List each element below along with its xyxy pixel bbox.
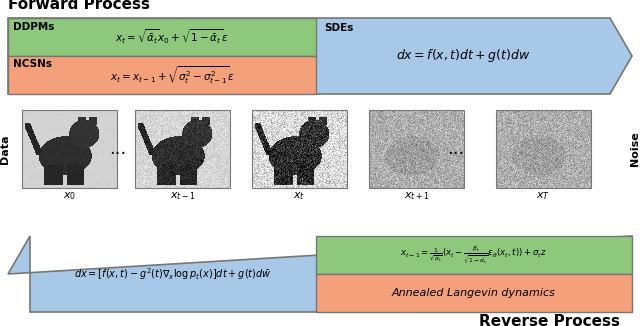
Text: $dx = [f(x,t) - g^2(t)\nabla_x \log p_t(x)]dt + g(t)d\bar{w}$: $dx = [f(x,t) - g^2(t)\nabla_x \log p_t(… [74,266,272,282]
Text: $x_t = x_{t-1} + \sqrt{\sigma_t^2 - \sigma_{t-1}^2}\epsilon$: $x_t = x_{t-1} + \sqrt{\sigma_t^2 - \sig… [109,64,234,86]
Text: NCSNs: NCSNs [13,59,52,69]
Bar [496,110,591,188]
Bar [135,110,230,188]
Text: $x_{t+1}$: $x_{t+1}$ [404,190,429,202]
Bar [316,274,632,312]
Text: Annealed Langevin dynamics: Annealed Langevin dynamics [392,288,556,298]
Text: ...: ... [447,140,465,158]
Text: $x_{t-1}$: $x_{t-1}$ [170,190,195,202]
Bar [8,56,316,94]
Text: $x_t$: $x_t$ [293,190,305,202]
Text: Noise: Noise [630,132,640,166]
Text: Data: Data [0,134,10,164]
Bar [316,236,632,274]
Text: Forward Process: Forward Process [8,0,150,12]
Polygon shape [8,18,632,94]
Bar [22,110,117,188]
Text: $x_T$: $x_T$ [536,190,550,202]
Text: $x_t = \sqrt{\bar{\alpha}_t}x_0 + \sqrt{1 - \bar{\alpha}_t}\epsilon$: $x_t = \sqrt{\bar{\alpha}_t}x_0 + \sqrt{… [115,28,228,46]
Text: Reverse Process: Reverse Process [479,314,620,326]
Polygon shape [8,236,632,312]
Text: SDEs: SDEs [324,23,353,33]
Bar [8,18,316,56]
Text: ...: ... [109,140,127,158]
Text: $x_0$: $x_0$ [63,190,76,202]
Text: DDPMs: DDPMs [13,22,54,32]
Text: $x_{t-1} = \frac{1}{\sqrt{\alpha_t}}(x_t - \frac{\beta_t}{\sqrt{1-\bar{\alpha}_t: $x_{t-1} = \frac{1}{\sqrt{\alpha_t}}(x_t… [401,244,548,266]
Bar [252,110,347,188]
Text: $dx = f(x,t)dt + g(t)dw$: $dx = f(x,t)dt + g(t)dw$ [396,48,530,65]
Bar [369,110,464,188]
